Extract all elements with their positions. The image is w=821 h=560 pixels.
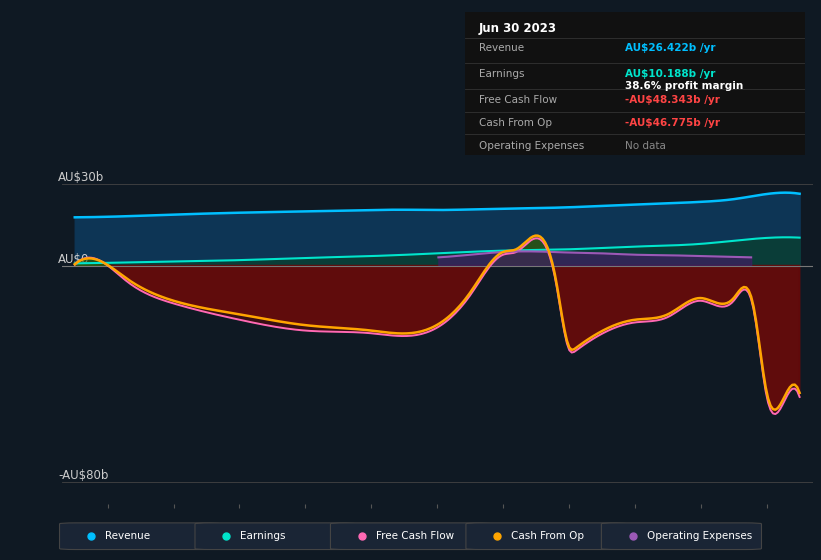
Text: Cash From Op: Cash From Op xyxy=(479,118,552,128)
Text: 38.6% profit margin: 38.6% profit margin xyxy=(625,81,743,91)
Text: Cash From Op: Cash From Op xyxy=(511,531,584,541)
FancyBboxPatch shape xyxy=(601,523,762,549)
Text: AU$30b: AU$30b xyxy=(58,171,104,184)
Text: Earnings: Earnings xyxy=(479,69,524,79)
Text: No data: No data xyxy=(625,141,666,151)
Text: Operating Expenses: Operating Expenses xyxy=(479,141,584,151)
FancyBboxPatch shape xyxy=(59,523,220,549)
Text: Revenue: Revenue xyxy=(479,44,524,53)
Text: Free Cash Flow: Free Cash Flow xyxy=(479,95,557,105)
FancyBboxPatch shape xyxy=(330,523,491,549)
Text: -AU$46.775b /yr: -AU$46.775b /yr xyxy=(625,118,720,128)
Text: Free Cash Flow: Free Cash Flow xyxy=(376,531,454,541)
FancyBboxPatch shape xyxy=(466,523,626,549)
Text: Earnings: Earnings xyxy=(240,531,286,541)
FancyBboxPatch shape xyxy=(195,523,355,549)
Text: AU$10.188b /yr: AU$10.188b /yr xyxy=(625,69,715,79)
Text: -AU$80b: -AU$80b xyxy=(58,469,108,482)
Text: Operating Expenses: Operating Expenses xyxy=(647,531,752,541)
Text: -AU$48.343b /yr: -AU$48.343b /yr xyxy=(625,95,720,105)
Text: Revenue: Revenue xyxy=(104,531,149,541)
Text: AU$0: AU$0 xyxy=(58,253,89,265)
Text: Jun 30 2023: Jun 30 2023 xyxy=(479,22,557,35)
Text: AU$26.422b /yr: AU$26.422b /yr xyxy=(625,44,715,53)
